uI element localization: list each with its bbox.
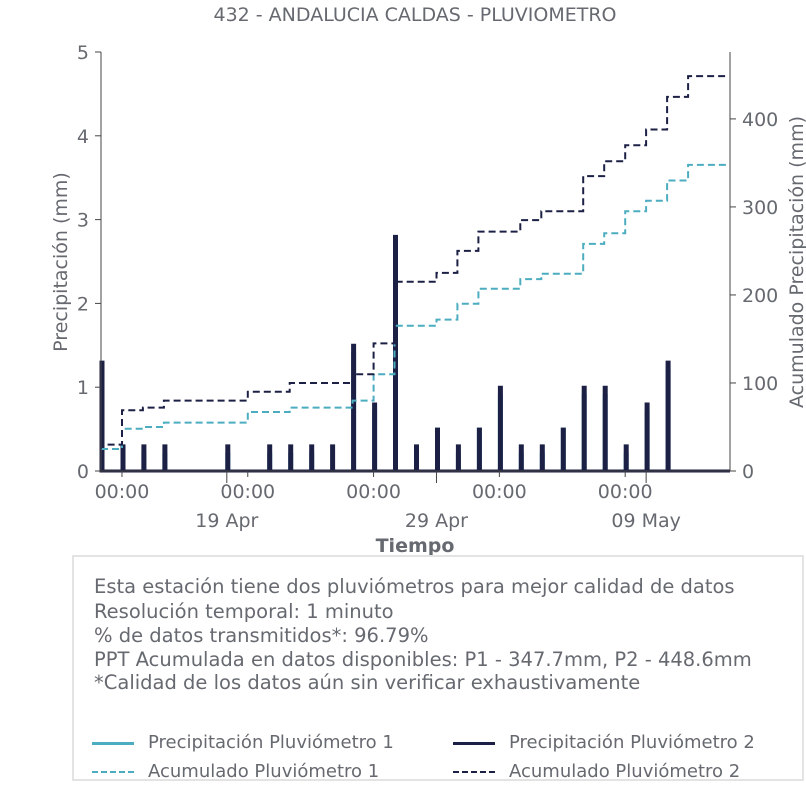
info-line-accumulated: PPT Acumulada en datos disponibles: P1 -… [94, 648, 752, 671]
y-tick-label: 5 [77, 42, 89, 64]
y-right-tick-label: 100 [742, 373, 778, 395]
legend-label: Acumulado Pluviómetro 1 [148, 761, 380, 782]
y-tick-label: 3 [77, 210, 89, 232]
series-acumulado-pluvi-metro-1 [100, 163, 728, 471]
series-precipitaci-n-pluvi-metro-1 [99, 251, 730, 473]
series-acumulado-pluvi-metro-2 [100, 75, 728, 471]
x-date-tick-label: 09 May [611, 510, 681, 532]
legend-swatch-solid-teal [92, 742, 134, 745]
y-tick-label: 4 [77, 126, 89, 148]
info-line-transmitted: % de datos transmitidos*: 96.79% [94, 624, 429, 647]
x-tick-label: 00:00 [472, 481, 527, 503]
legend-swatch-dashed-teal [92, 771, 134, 773]
chart-title: 432 - ANDALUCIA CALDAS - PLUVIOMETRO [213, 4, 616, 26]
y-tick-label: 1 [77, 377, 89, 399]
series-precipitaci-n-pluvi-metro-2 [99, 234, 730, 473]
x-axis-title: Tiempo [376, 535, 455, 556]
legend-label: Precipitación Pluviómetro 2 [509, 732, 755, 753]
y-right-axis-title: Acumulado Precipitación (mm) [786, 116, 806, 408]
x-tick-label: 00:00 [346, 481, 401, 503]
y-right-tick-label: 300 [742, 197, 778, 219]
legend-swatch-dashed-navy [453, 771, 495, 773]
y-axis-title: Precipitación (mm) [50, 172, 72, 352]
ticks: 0 1 2 3 4 5 0 100 200 300 400 00:00 00:00 00:00 00:00 0… [77, 42, 778, 532]
info-line-description: Esta estación tiene dos pluviómetros par… [94, 575, 735, 598]
y-right-tick-label: 400 [742, 109, 778, 131]
info-line-quality: *Calidad de los datos aún sin verificar … [94, 671, 641, 694]
y-tick-label: 0 [77, 461, 89, 483]
x-date-tick-label: 29 Apr [405, 510, 468, 532]
y-tick-label: 2 [77, 293, 89, 315]
x-tick-label: 00:00 [598, 481, 653, 503]
x-tick-label: 00:00 [95, 481, 150, 503]
x-date-tick-label: 19 Apr [195, 510, 258, 532]
legend-swatch-solid-navy [453, 742, 495, 745]
y-right-tick-label: 0 [742, 461, 754, 483]
y-right-tick-label: 200 [742, 285, 778, 307]
axes [100, 52, 731, 472]
legend-label: Acumulado Pluviómetro 2 [509, 761, 741, 782]
legend-label: Precipitación Pluviómetro 1 [148, 732, 394, 753]
info-box: Esta estación tiene dos pluviómetros par… [72, 555, 804, 782]
plot-area [99, 75, 730, 473]
chart: 432 - ANDALUCIA CALDAS - PLUVIOMETRO 0 1 2… [50, 4, 806, 556]
info-line-resolution: Resolución temporal: 1 minuto [94, 600, 394, 623]
x-tick-label: 00:00 [220, 481, 275, 503]
